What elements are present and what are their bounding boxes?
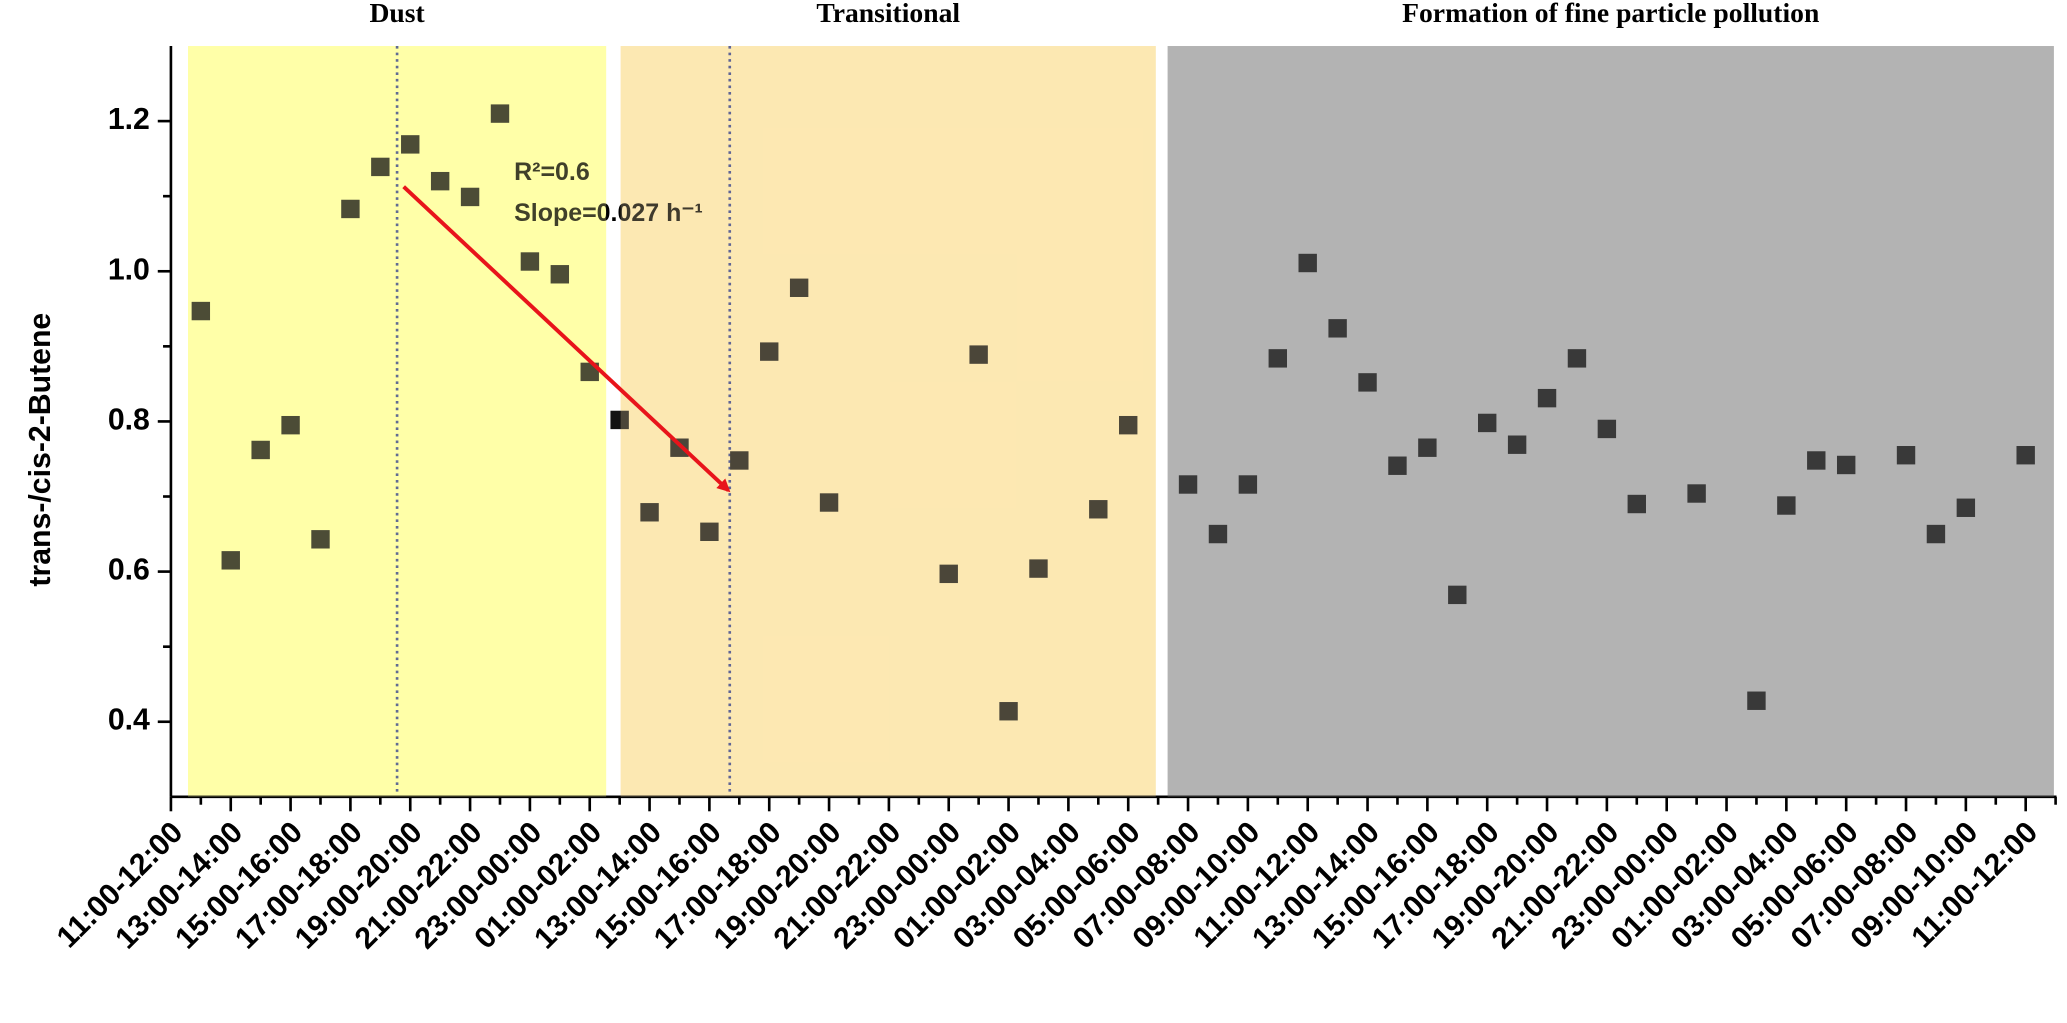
data-point — [1807, 451, 1826, 470]
y-tick-label: 0.8 — [108, 403, 150, 436]
data-point — [1298, 253, 1317, 273]
region — [620, 46, 1156, 797]
data-point — [371, 157, 390, 177]
data-point — [1537, 388, 1557, 408]
y-tick-label: 1.0 — [108, 253, 150, 286]
data-point — [341, 199, 360, 219]
data-point — [221, 551, 240, 570]
data-point — [281, 415, 300, 435]
data-point — [1208, 524, 1228, 544]
y-tick-label: 0.6 — [108, 554, 150, 587]
data-point — [1178, 475, 1198, 494]
data-point — [490, 104, 510, 123]
background-layer — [188, 46, 2054, 797]
data-point — [1777, 496, 1796, 515]
data-point — [520, 252, 540, 271]
data-point — [430, 171, 450, 191]
data-point — [1448, 585, 1467, 605]
data-point — [1328, 319, 1347, 338]
data-point — [1687, 484, 1706, 503]
data-point — [969, 345, 988, 364]
data-point — [1627, 494, 1646, 514]
data-point — [401, 135, 420, 154]
data-point — [1597, 419, 1617, 439]
data-point — [1388, 456, 1407, 475]
data-point — [1567, 349, 1587, 368]
data-point — [789, 278, 809, 297]
data-point — [1089, 500, 1108, 519]
data-point — [730, 451, 749, 470]
data-point — [670, 438, 689, 457]
data-point — [819, 493, 839, 512]
data-point — [1478, 413, 1497, 433]
data-point — [1747, 691, 1766, 710]
data-point — [760, 342, 779, 361]
data-point — [251, 440, 270, 460]
data-point — [550, 265, 570, 284]
data-point — [999, 702, 1018, 721]
data-point — [460, 187, 480, 207]
data-point — [1896, 446, 1916, 465]
region-label: Dust — [369, 0, 425, 28]
data-point — [1119, 415, 1138, 435]
data-point — [1029, 559, 1048, 578]
data-point — [1268, 349, 1288, 368]
data-point — [191, 301, 211, 321]
data-point — [700, 522, 719, 542]
annotation: Slope=0.027 h⁻¹ — [514, 199, 703, 227]
data-point — [311, 530, 330, 549]
data-point — [1956, 498, 1976, 517]
region-label: Transitional — [816, 0, 960, 28]
data-point — [939, 564, 958, 584]
data-point — [1836, 455, 1856, 475]
trend-arrow — [402, 185, 731, 493]
data-point — [1418, 438, 1437, 457]
data-point — [1358, 373, 1377, 392]
region-label: Formation of fine particle pollution — [1402, 0, 1819, 28]
data-point — [610, 410, 629, 430]
y-tick-label: 0.4 — [108, 704, 150, 737]
data-point — [1238, 475, 1258, 494]
data-point — [640, 503, 659, 522]
data-point — [1926, 524, 1946, 544]
data-point — [2016, 446, 2035, 465]
data-point — [1507, 435, 1527, 454]
annotation: R²=0.6 — [514, 158, 590, 186]
y-tick-label: 1.2 — [108, 103, 150, 136]
y-axis-label: trans-/cis-2-Butene — [24, 313, 57, 587]
